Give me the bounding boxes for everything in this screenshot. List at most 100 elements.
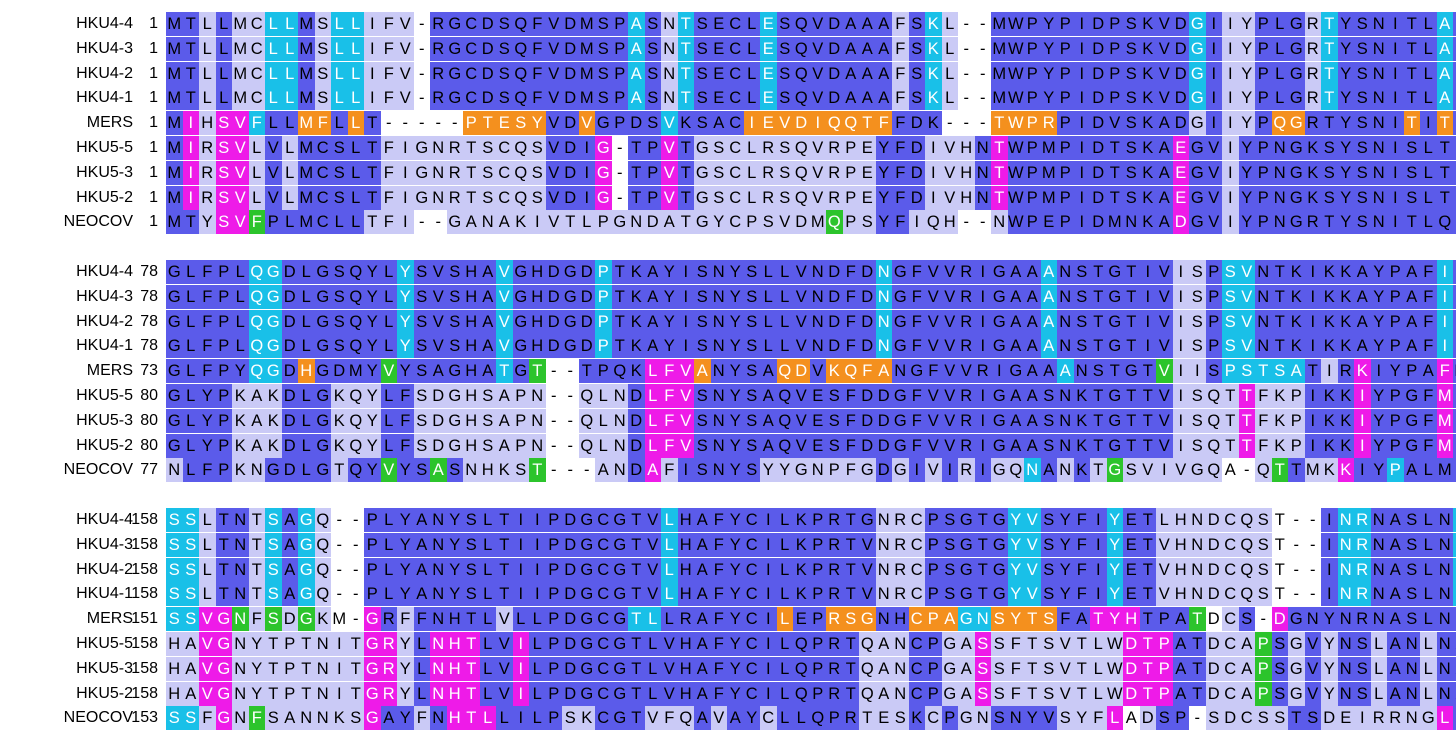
residue: H — [677, 508, 694, 532]
residue: I — [974, 284, 991, 309]
residue: T — [1139, 607, 1156, 632]
residue: L — [529, 706, 546, 731]
residue: A — [1024, 433, 1041, 458]
residue: D — [1123, 632, 1140, 656]
residue: N — [1436, 607, 1453, 632]
residue: L — [595, 384, 612, 408]
residue: S — [1321, 185, 1338, 210]
residue: T — [677, 185, 694, 210]
residue: V — [1156, 284, 1173, 309]
residue: L — [347, 61, 364, 86]
residue: D — [628, 408, 645, 433]
residue: S — [859, 210, 876, 235]
residue: L — [1453, 433, 1456, 458]
residue: E — [1123, 557, 1140, 582]
residue: Y — [199, 408, 216, 433]
residue: G — [611, 532, 628, 557]
residue: P — [512, 384, 529, 408]
sequence-name: HKU4-2 — [76, 64, 133, 82]
residue: V — [1156, 557, 1173, 582]
residue: M — [166, 111, 183, 136]
residue: V — [1238, 334, 1255, 359]
residue: V — [265, 136, 282, 160]
residue: N — [611, 458, 628, 483]
residue: - — [1293, 560, 1300, 579]
residue: T — [331, 458, 348, 483]
residue: N — [529, 408, 546, 433]
residue: H — [1172, 508, 1189, 532]
residue: D — [1205, 532, 1222, 557]
residue: R — [1337, 359, 1354, 384]
residue: R — [826, 632, 843, 656]
residue: V — [265, 160, 282, 185]
residue: N — [1057, 334, 1074, 359]
residue: L — [595, 433, 612, 458]
residue: S — [446, 260, 463, 284]
residue: I — [1222, 12, 1239, 36]
residue: - — [567, 461, 574, 480]
residue: Y — [1337, 12, 1354, 36]
residue: - — [435, 114, 442, 133]
residue: V — [1205, 185, 1222, 210]
residue: M — [298, 210, 315, 235]
residue: V — [1024, 582, 1041, 607]
residue: V — [1304, 681, 1321, 706]
residue: L — [1420, 607, 1437, 632]
residue: V — [941, 433, 958, 458]
residue: K — [826, 359, 843, 384]
residue: I — [512, 557, 529, 582]
residue: V — [545, 136, 562, 160]
residue: S — [694, 433, 711, 458]
residue: S — [941, 557, 958, 582]
residue: I — [1172, 359, 1189, 384]
residue: V — [496, 656, 513, 681]
residue: T — [578, 359, 595, 384]
residue: V — [644, 508, 661, 532]
residue: K — [793, 557, 810, 582]
residue: D — [545, 334, 562, 359]
residue: C — [1222, 632, 1239, 656]
residue: I — [512, 582, 529, 607]
residue: S — [1354, 36, 1371, 61]
residue: Y — [727, 260, 744, 284]
residue: A — [760, 433, 777, 458]
alignment-row: HKU4-2 158 S S L T N T S A G Q - - P L Y A N Y S L T I I P D G C G T V L… — [0, 557, 1456, 582]
residue: N — [430, 656, 447, 681]
residue: G — [446, 433, 463, 458]
residue: C — [908, 557, 925, 582]
residue: A — [496, 210, 513, 235]
residue: I — [1222, 111, 1239, 136]
residue: L — [347, 36, 364, 61]
residue: W — [1106, 681, 1123, 706]
residue: L — [661, 557, 678, 582]
residue: D — [281, 408, 298, 433]
residue: T — [1403, 12, 1420, 36]
residue: A — [1387, 656, 1404, 681]
residue: H — [958, 160, 975, 185]
residue: G — [314, 384, 331, 408]
residue: D — [826, 309, 843, 334]
residue: N — [1057, 384, 1074, 408]
residue: P — [925, 681, 942, 706]
residue: - — [336, 560, 343, 579]
residue: D — [1205, 632, 1222, 656]
residue: C — [1222, 532, 1239, 557]
residue: L — [347, 185, 364, 210]
residue: S — [1040, 532, 1057, 557]
residue: A — [875, 36, 892, 61]
residue: V — [496, 309, 513, 334]
residue: D — [1172, 61, 1189, 86]
residue: L — [1453, 384, 1456, 408]
residue: N — [875, 284, 892, 309]
residue: R — [958, 408, 975, 433]
residue: N — [892, 632, 909, 656]
residue: F — [710, 582, 727, 607]
residue: T — [265, 656, 282, 681]
residue: E — [760, 12, 777, 36]
residue: A — [1007, 384, 1024, 408]
residue: V — [793, 309, 810, 334]
start-position: 1 — [149, 139, 158, 156]
residue: V — [710, 706, 727, 731]
residue: S — [1354, 656, 1371, 681]
residue: C — [463, 61, 480, 86]
